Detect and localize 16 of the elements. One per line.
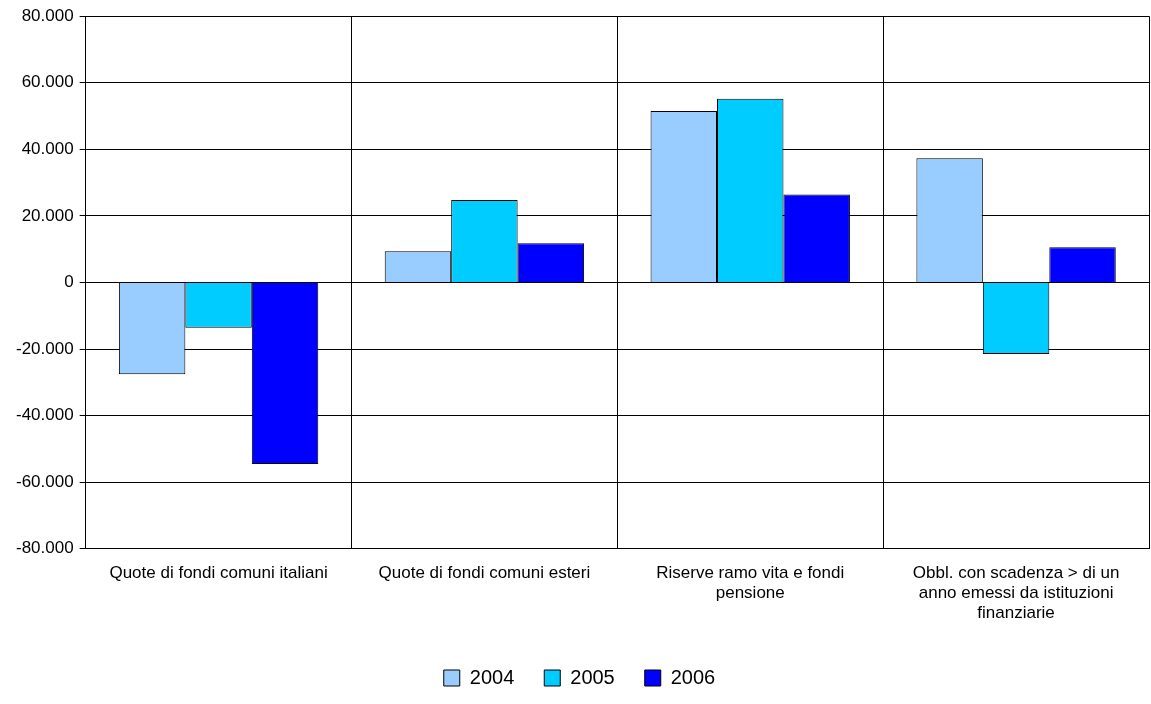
legend-label: 2006 — [670, 665, 716, 688]
x-tick-label: Quote di fondi comuni italiani — [109, 562, 328, 582]
y-tick-label: 40.000 — [21, 139, 74, 159]
y-tick-label: -60.000 — [15, 471, 74, 491]
y-tick-label: -80.000 — [15, 538, 74, 558]
legend-label: 2005 — [570, 665, 615, 688]
x-tick-label: Quote di fondi comuni esteri — [378, 562, 591, 582]
y-tick-label: 80.000 — [21, 5, 74, 25]
y-tick-label: 20.000 — [21, 205, 74, 225]
legend-label: 2004 — [469, 665, 515, 688]
y-tick-label: -40.000 — [15, 405, 74, 425]
y-tick-label: -20.000 — [15, 338, 74, 358]
x-tick-label: Obbl. con scadenza > di un anno emessi da istituzioni finanziarie — [912, 562, 1120, 623]
x-tick-label: Riserve ramo vita e fondi pensione — [656, 562, 845, 603]
y-tick-label: 60.000 — [21, 72, 74, 92]
y-tick-label: 0 — [64, 272, 74, 292]
